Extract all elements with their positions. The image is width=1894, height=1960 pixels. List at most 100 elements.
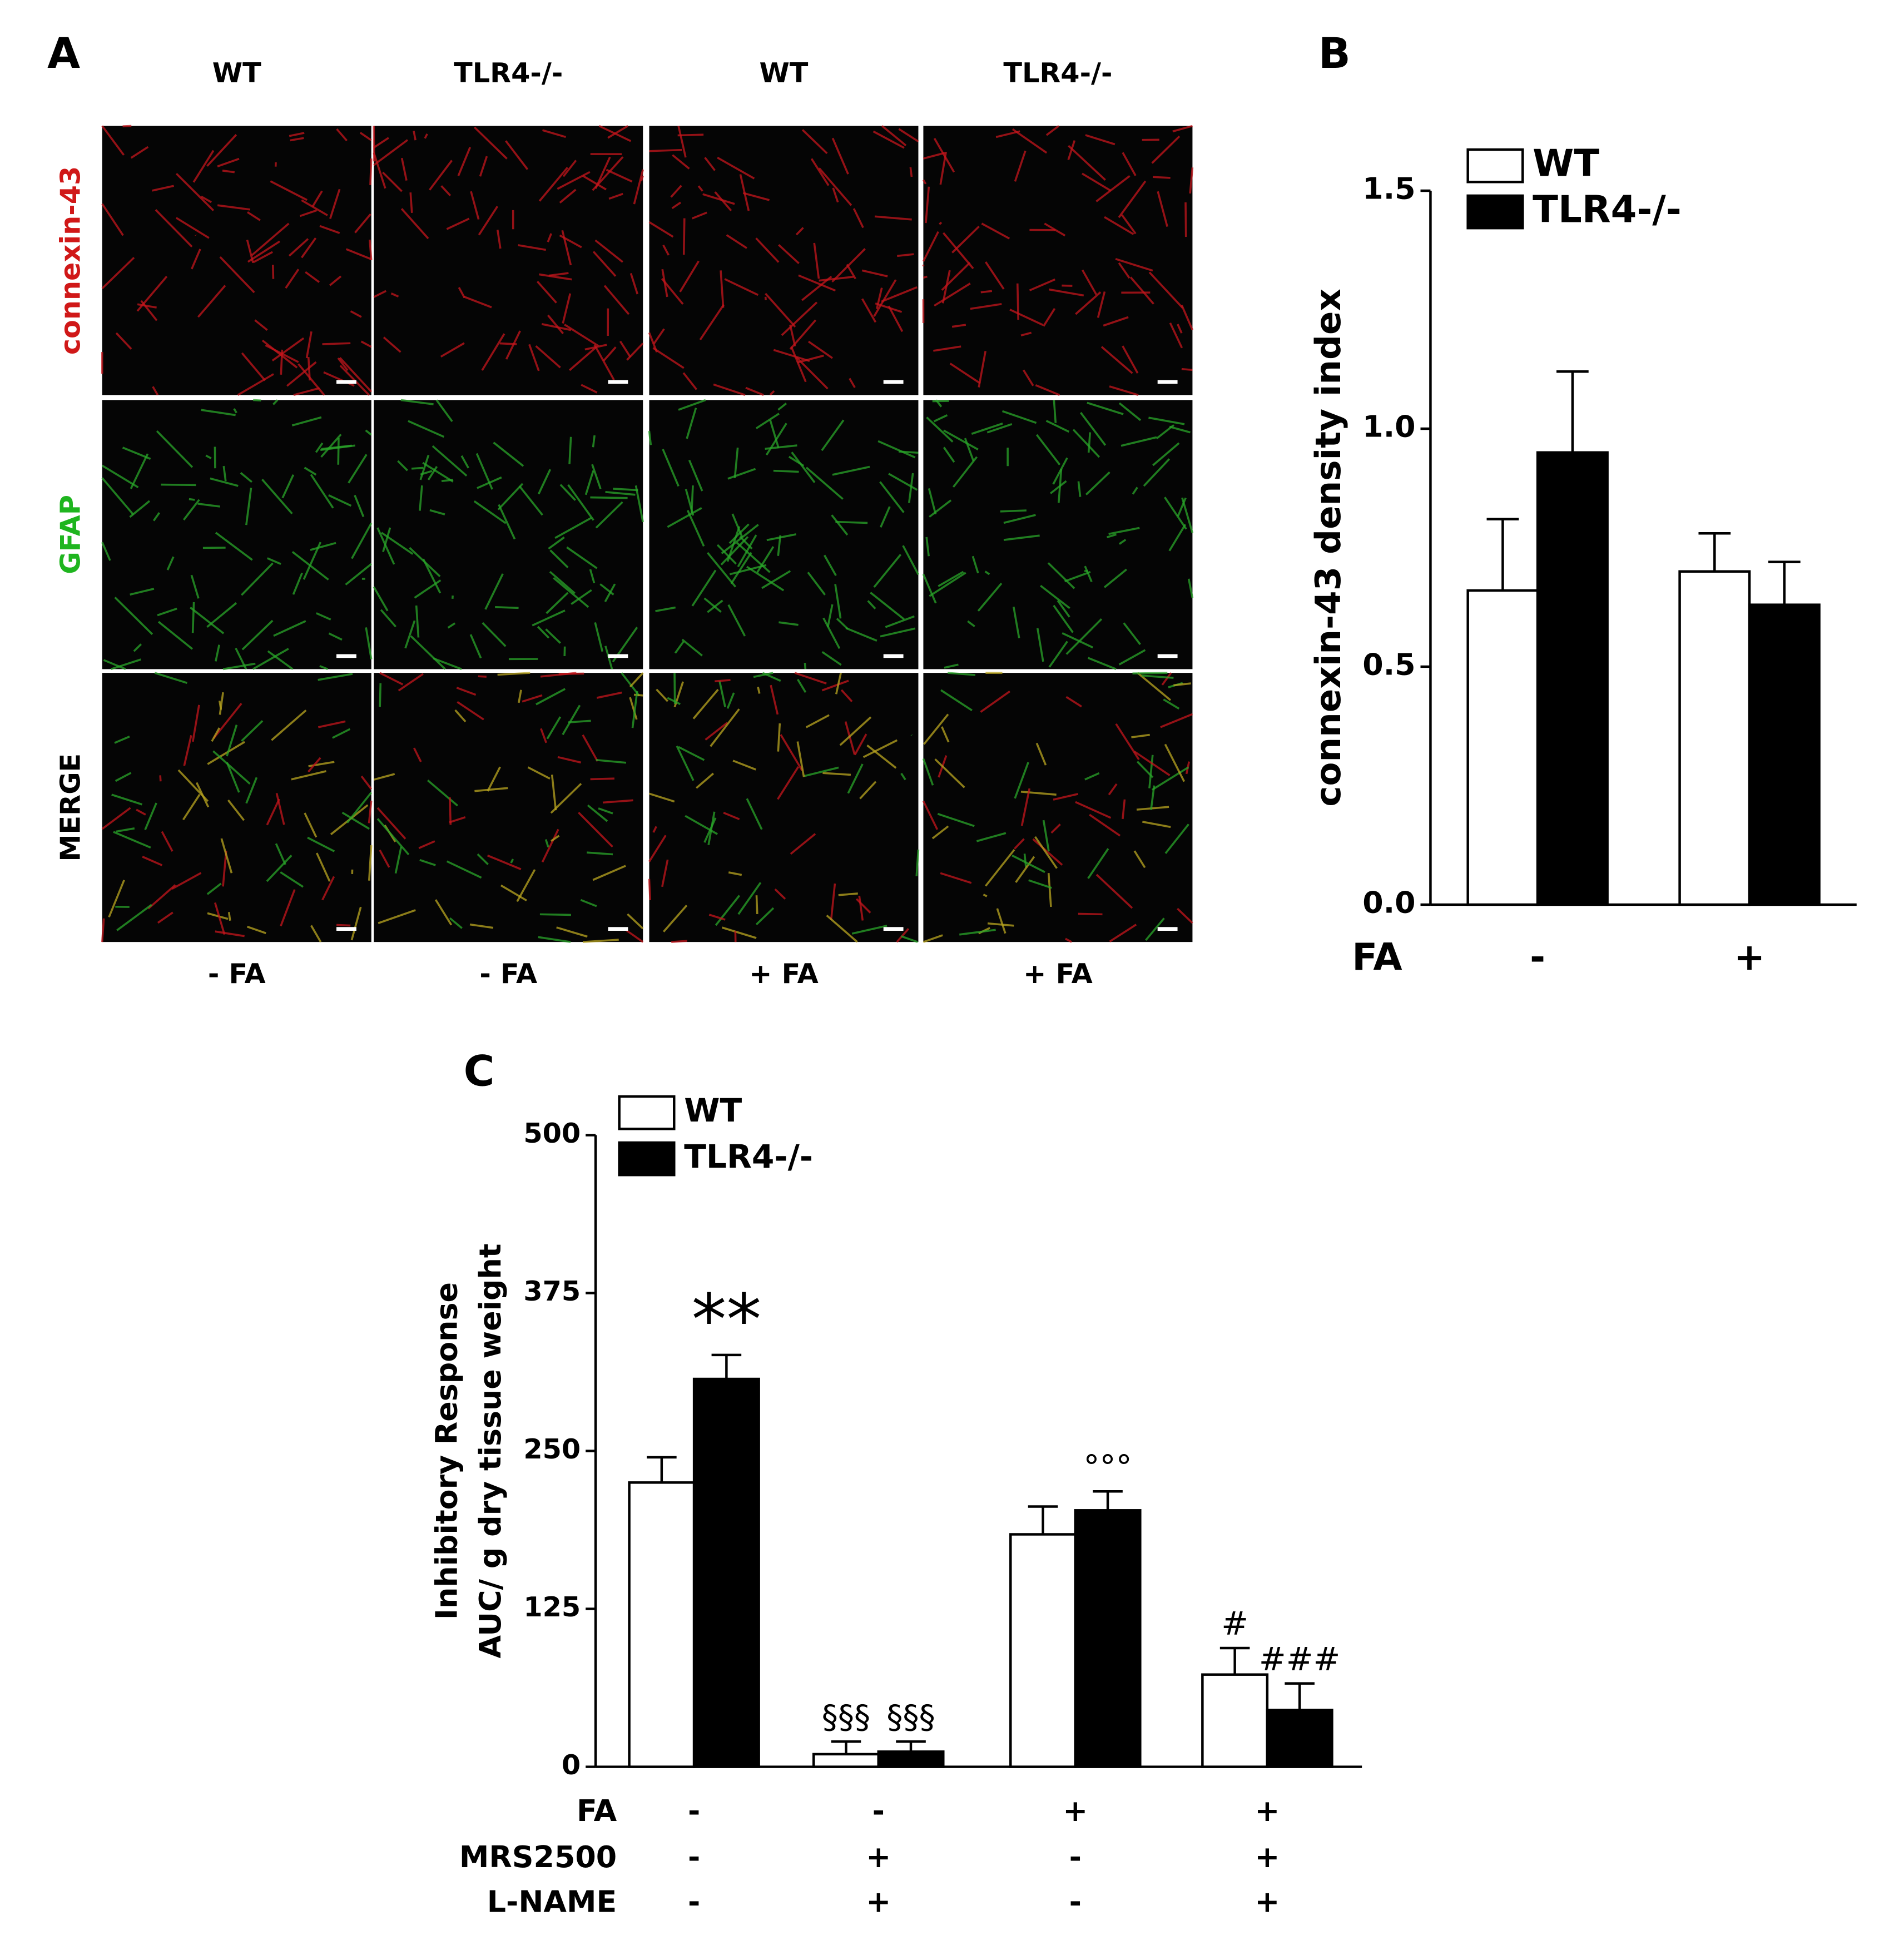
fiber	[1023, 854, 1027, 868]
fiber	[604, 583, 616, 602]
fiber	[351, 523, 373, 559]
fiber	[922, 573, 937, 604]
fiber	[235, 648, 247, 670]
fiber	[456, 687, 477, 696]
fiber	[713, 383, 746, 396]
fiber	[832, 187, 839, 203]
legend-swatch	[1466, 148, 1524, 183]
fiber	[307, 836, 335, 852]
fiber	[251, 222, 290, 256]
fiber	[629, 697, 638, 720]
fiber	[779, 621, 799, 626]
bar	[1678, 570, 1751, 906]
fiber	[679, 260, 700, 292]
fiber	[753, 672, 774, 678]
fiber	[1077, 481, 1082, 497]
fiber	[544, 839, 549, 848]
fiber	[182, 793, 201, 821]
scale-bar	[336, 380, 356, 384]
fiber	[626, 343, 644, 361]
fiber	[1015, 856, 1035, 883]
fiber	[137, 303, 157, 309]
fiber	[777, 535, 782, 556]
fiber	[548, 536, 565, 550]
fiber	[923, 713, 949, 745]
fiber	[115, 332, 132, 350]
fiber	[613, 488, 638, 492]
scale-bar	[608, 654, 628, 658]
fiber	[108, 880, 125, 918]
fiber	[851, 925, 887, 935]
fiber	[996, 908, 1007, 934]
fiber	[136, 808, 146, 816]
fiber	[902, 545, 920, 575]
condition-value: -	[688, 1793, 700, 1828]
fiber	[971, 422, 1003, 435]
fiber	[413, 131, 417, 141]
fiber	[319, 665, 329, 671]
fiber	[977, 582, 1003, 612]
fiber	[114, 735, 130, 744]
fiber	[937, 812, 975, 827]
fiber	[1177, 497, 1187, 517]
y-tick-label: 0	[562, 1749, 581, 1781]
fiber	[830, 883, 836, 921]
legend-label: TLR4-/-	[1533, 188, 1682, 231]
fiber	[790, 833, 816, 855]
fiber	[671, 940, 687, 943]
fiber	[1148, 271, 1183, 309]
y-axis-label: connexin-43 density index	[1308, 289, 1348, 807]
fiber	[898, 128, 919, 142]
fiber	[1012, 854, 1045, 874]
fiber	[116, 827, 135, 833]
fiber	[1152, 442, 1180, 467]
fiber	[594, 622, 604, 652]
fiber	[1118, 402, 1142, 421]
fiber	[1049, 288, 1084, 297]
fiber	[705, 722, 728, 741]
fiber	[593, 344, 615, 381]
fiber	[373, 773, 395, 781]
fiber	[674, 641, 685, 654]
fiber	[948, 672, 976, 676]
fiber	[591, 464, 602, 489]
fiber	[373, 139, 409, 166]
fiber	[1123, 622, 1141, 646]
fiber	[1068, 145, 1106, 181]
fiber	[1065, 937, 1072, 943]
annotation: #	[1221, 1605, 1248, 1643]
fiber	[217, 157, 240, 168]
fiber	[745, 386, 764, 396]
fiber	[662, 905, 688, 932]
fiber	[427, 780, 459, 807]
fiber	[1036, 628, 1044, 662]
fiber	[832, 465, 870, 476]
fiber	[400, 399, 434, 405]
fiber	[923, 934, 943, 943]
fiber	[429, 509, 445, 515]
fiber	[350, 310, 362, 318]
fiber	[805, 467, 844, 500]
fiber	[661, 859, 669, 887]
fiber	[682, 218, 686, 255]
fiber	[554, 517, 592, 539]
fiber	[592, 865, 626, 881]
fiber	[649, 148, 682, 152]
fiber	[720, 270, 725, 308]
fiber	[404, 620, 416, 649]
fiber	[732, 760, 756, 771]
y-tick-label: 375	[523, 1275, 581, 1307]
fiber	[1034, 836, 1058, 869]
fiber	[587, 804, 608, 822]
fiber	[915, 849, 920, 876]
fiber	[252, 251, 273, 264]
fiber	[568, 720, 591, 723]
fiber	[564, 324, 599, 347]
fiber	[1172, 125, 1193, 133]
fiber	[794, 672, 827, 684]
fiber	[931, 825, 949, 840]
fiber	[373, 586, 389, 612]
fiber	[1048, 641, 1068, 668]
fiber	[487, 766, 501, 792]
fiber	[261, 339, 298, 369]
